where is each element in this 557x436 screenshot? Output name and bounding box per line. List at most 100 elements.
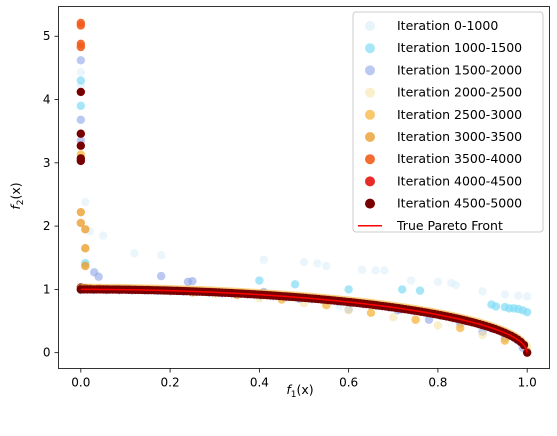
scatter-point — [76, 56, 86, 65]
scatter-point — [380, 266, 389, 275]
scatter-point — [76, 76, 86, 85]
y-axis-label: f2(x) — [8, 182, 26, 209]
scatter-point — [76, 129, 86, 138]
scatter-point — [255, 276, 264, 285]
data-marks — [76, 18, 532, 357]
x-tick-label: 0.6 — [339, 376, 358, 390]
y-tick-label: 3 — [43, 156, 51, 170]
y-tick-label: 4 — [43, 93, 51, 107]
y-tick-label: 1 — [43, 282, 51, 296]
y-axis-label-suffix: (x) — [8, 182, 23, 199]
scatter-point — [424, 315, 434, 324]
true-pareto-front-line — [80, 288, 528, 353]
x-axis-label-main: f — [286, 382, 292, 397]
legend-label: Iteration 3000-3500 — [397, 129, 522, 144]
legend-label: Iteration 0-1000 — [397, 18, 498, 33]
scatter-point — [522, 307, 532, 317]
scatter-point — [491, 302, 501, 311]
legend-marker — [365, 198, 375, 209]
scatter-point — [357, 265, 367, 274]
scatter-point — [313, 259, 322, 268]
legend-marker — [365, 87, 375, 98]
scatter-point — [81, 225, 90, 234]
legend: Iteration 0-1000 Iteration 1000-1500 Itera… — [352, 11, 544, 233]
x-axis-label-suffix: (x) — [296, 382, 313, 397]
scatter-point — [299, 257, 309, 267]
scatter-point — [98, 231, 108, 240]
x-axis-ticks: 0.0 0.2 0.4 0.6 0.8 1.0 — [71, 368, 537, 390]
scatter-point — [478, 287, 487, 296]
x-axis-label-subscript: 1 — [291, 390, 297, 400]
scatter-point — [81, 244, 90, 253]
scatter-point — [76, 21, 86, 30]
legend-box — [352, 11, 544, 233]
scatter-point — [76, 87, 86, 97]
scatter-point — [76, 156, 86, 166]
scatter-point — [76, 115, 86, 124]
x-tick-label: 0.0 — [71, 376, 90, 390]
scatter-point — [76, 207, 86, 217]
scatter-point — [451, 280, 460, 290]
legend-label: Iteration 2500-3000 — [397, 107, 522, 122]
scatter-point — [411, 315, 420, 324]
legend-label: Iteration 4000-4500 — [397, 173, 522, 188]
x-tick-label: 0.4 — [250, 376, 269, 390]
scatter-point — [322, 261, 331, 271]
legend-label: Iteration 1500-2000 — [397, 62, 522, 77]
legend-marker — [365, 65, 375, 76]
scatter-point — [514, 291, 523, 300]
legend-marker — [365, 176, 375, 187]
scatter-point — [76, 141, 86, 150]
legend-label: Iteration 1000-1500 — [397, 40, 522, 55]
scatter-point — [500, 336, 510, 345]
scatter-point — [76, 101, 86, 111]
scatter-point — [76, 42, 86, 52]
scatter-point — [81, 197, 90, 207]
scatter-point — [500, 290, 510, 299]
legend-label: Iteration 3500-4000 — [397, 151, 522, 166]
y-tick-label: 5 — [43, 29, 51, 43]
scatter-point — [366, 308, 376, 318]
legend-label: True Pareto Front — [396, 218, 503, 233]
plot-frame — [58, 6, 550, 369]
legend-marker — [365, 21, 375, 31]
scatter-point — [433, 277, 443, 286]
scatter-point — [259, 255, 269, 264]
scatter-point — [415, 286, 425, 295]
x-tick-label: 0.8 — [428, 376, 447, 390]
y-axis-label-main: f — [8, 204, 23, 210]
scatter-point — [398, 285, 407, 294]
x-tick-label: 1.0 — [518, 376, 537, 390]
scatter-point — [130, 249, 139, 258]
x-tick-label: 0.2 — [161, 376, 180, 390]
scatter-point — [156, 251, 166, 260]
scatter-point — [433, 321, 443, 330]
scatter-point — [290, 280, 300, 289]
scatter-point — [76, 68, 86, 77]
legend-marker — [365, 43, 375, 54]
legend-label: Iteration 4500-5000 — [397, 196, 522, 211]
scatter-point — [406, 276, 416, 285]
scatter-point — [389, 313, 398, 322]
y-tick-label: 2 — [43, 219, 51, 233]
scatter-point — [344, 306, 353, 315]
scatter-point — [456, 323, 465, 333]
scatter-point — [81, 261, 90, 271]
y-axis-label-subscript: 2 — [16, 200, 26, 206]
y-tick-label: 0 — [43, 346, 51, 360]
scatter-point — [371, 266, 380, 275]
y-axis-ticks: 0 1 2 3 4 5 — [43, 29, 59, 360]
legend-label: Iteration 2000-2500 — [397, 85, 522, 100]
scatter-point — [94, 272, 103, 281]
scatter-point — [76, 218, 86, 228]
x-axis-label: f1(x) — [286, 382, 313, 400]
scatter-point — [522, 292, 532, 301]
legend-marker — [365, 154, 375, 165]
scatter-point — [509, 304, 518, 313]
scatter-point — [344, 285, 353, 294]
scatter-point — [156, 271, 166, 281]
legend-marker — [365, 109, 375, 120]
scatter-point — [478, 330, 487, 340]
legend-marker — [365, 132, 375, 142]
